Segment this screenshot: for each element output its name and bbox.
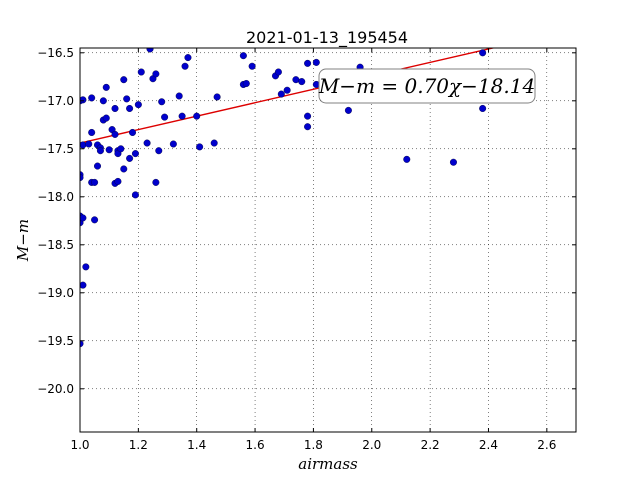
data-point [479,49,487,57]
equation-box [318,68,536,104]
data-point [193,112,201,120]
data-point [126,154,134,162]
data-points [80,48,487,348]
data-point [161,113,169,121]
x-tick-label: 2.6 [537,438,556,452]
data-point [248,62,256,70]
y-tick-label: −17.0 [37,94,74,108]
data-point [304,112,312,120]
data-point [126,104,134,112]
y-axis-label: M−m [14,219,32,262]
data-point [82,263,90,271]
y-tick-label: −20.0 [37,382,74,396]
y-tick-label: −19.5 [37,334,74,348]
y-tick-label: −18.5 [37,238,74,252]
data-point [80,281,87,289]
data-point [312,58,320,66]
data-point [304,59,312,67]
data-point [184,54,192,62]
data-point [146,48,154,53]
data-point [111,130,119,138]
data-point [178,112,186,120]
data-point [292,76,300,84]
equation-annotation: M−m = 0.70χ−18.14 [318,68,536,104]
data-point [91,178,99,186]
equation-text: M−m = 0.70χ−18.14 [318,74,535,98]
plot-frame [79,47,577,433]
data-point [80,96,87,104]
data-point [155,147,163,155]
data-point [134,101,142,109]
data-point [283,86,291,94]
data-point [120,165,128,173]
x-tick-label: 1.0 [70,438,89,452]
x-tick-label: 1.4 [187,438,206,452]
data-point [85,140,93,148]
data-point [242,80,250,88]
data-point [479,104,487,112]
y-axis-ticks: −16.5 −17.0 −17.5 −18.0 −18.5 −19.0 −19.5 −20.0 [37,46,576,396]
data-point [102,114,110,122]
data-point [449,158,457,166]
y-tick-label: −19.0 [37,286,74,300]
data-point [102,83,110,91]
data-point [99,97,107,105]
data-point [403,155,411,163]
x-tick-label: 2.4 [479,438,498,452]
data-point [304,123,312,131]
data-point [80,174,84,182]
data-point [88,94,96,102]
data-point [80,141,87,149]
data-point [80,340,84,348]
x-tick-label: 1.2 [129,438,148,452]
data-point [169,140,177,148]
data-point [277,90,285,98]
data-point [213,93,221,101]
data-point [117,145,125,153]
data-point [239,52,247,60]
x-tick-label: 2.2 [421,438,440,452]
data-point [111,104,119,112]
data-point [131,191,139,199]
y-tick-label: −17.5 [37,142,74,156]
y-tick-label: −18.0 [37,190,74,204]
y-tick-label: −16.5 [37,46,74,60]
data-point [123,95,131,103]
data-point [181,62,189,70]
data-point [298,78,306,86]
data-point [344,106,352,114]
x-tick-label: 1.8 [304,438,323,452]
data-point [114,177,122,185]
x-tick-label: 1.6 [246,438,265,452]
data-point [196,143,204,151]
data-point [88,128,96,136]
data-point [105,146,113,154]
x-axis-ticks: 1.0 1.2 1.4 1.6 1.8 2.0 2.2 2.4 2.6 [70,48,556,452]
data-point [129,128,137,136]
data-point [143,139,151,147]
data-point [158,98,166,106]
data-point [175,92,183,100]
data-point [94,162,102,170]
data-point [96,147,104,155]
plot-area [80,48,496,348]
data-point [274,68,282,76]
x-tick-label: 2.0 [362,438,381,452]
data-point [91,216,99,224]
x-axis-label: airmass [298,455,358,473]
data-point [131,150,139,158]
data-point [152,178,160,186]
data-point [120,76,128,84]
data-point [152,70,160,78]
data-point [137,68,145,76]
data-point [210,139,218,147]
data-point [80,214,87,222]
chart-title: 2021-01-13_195454 [246,28,408,48]
